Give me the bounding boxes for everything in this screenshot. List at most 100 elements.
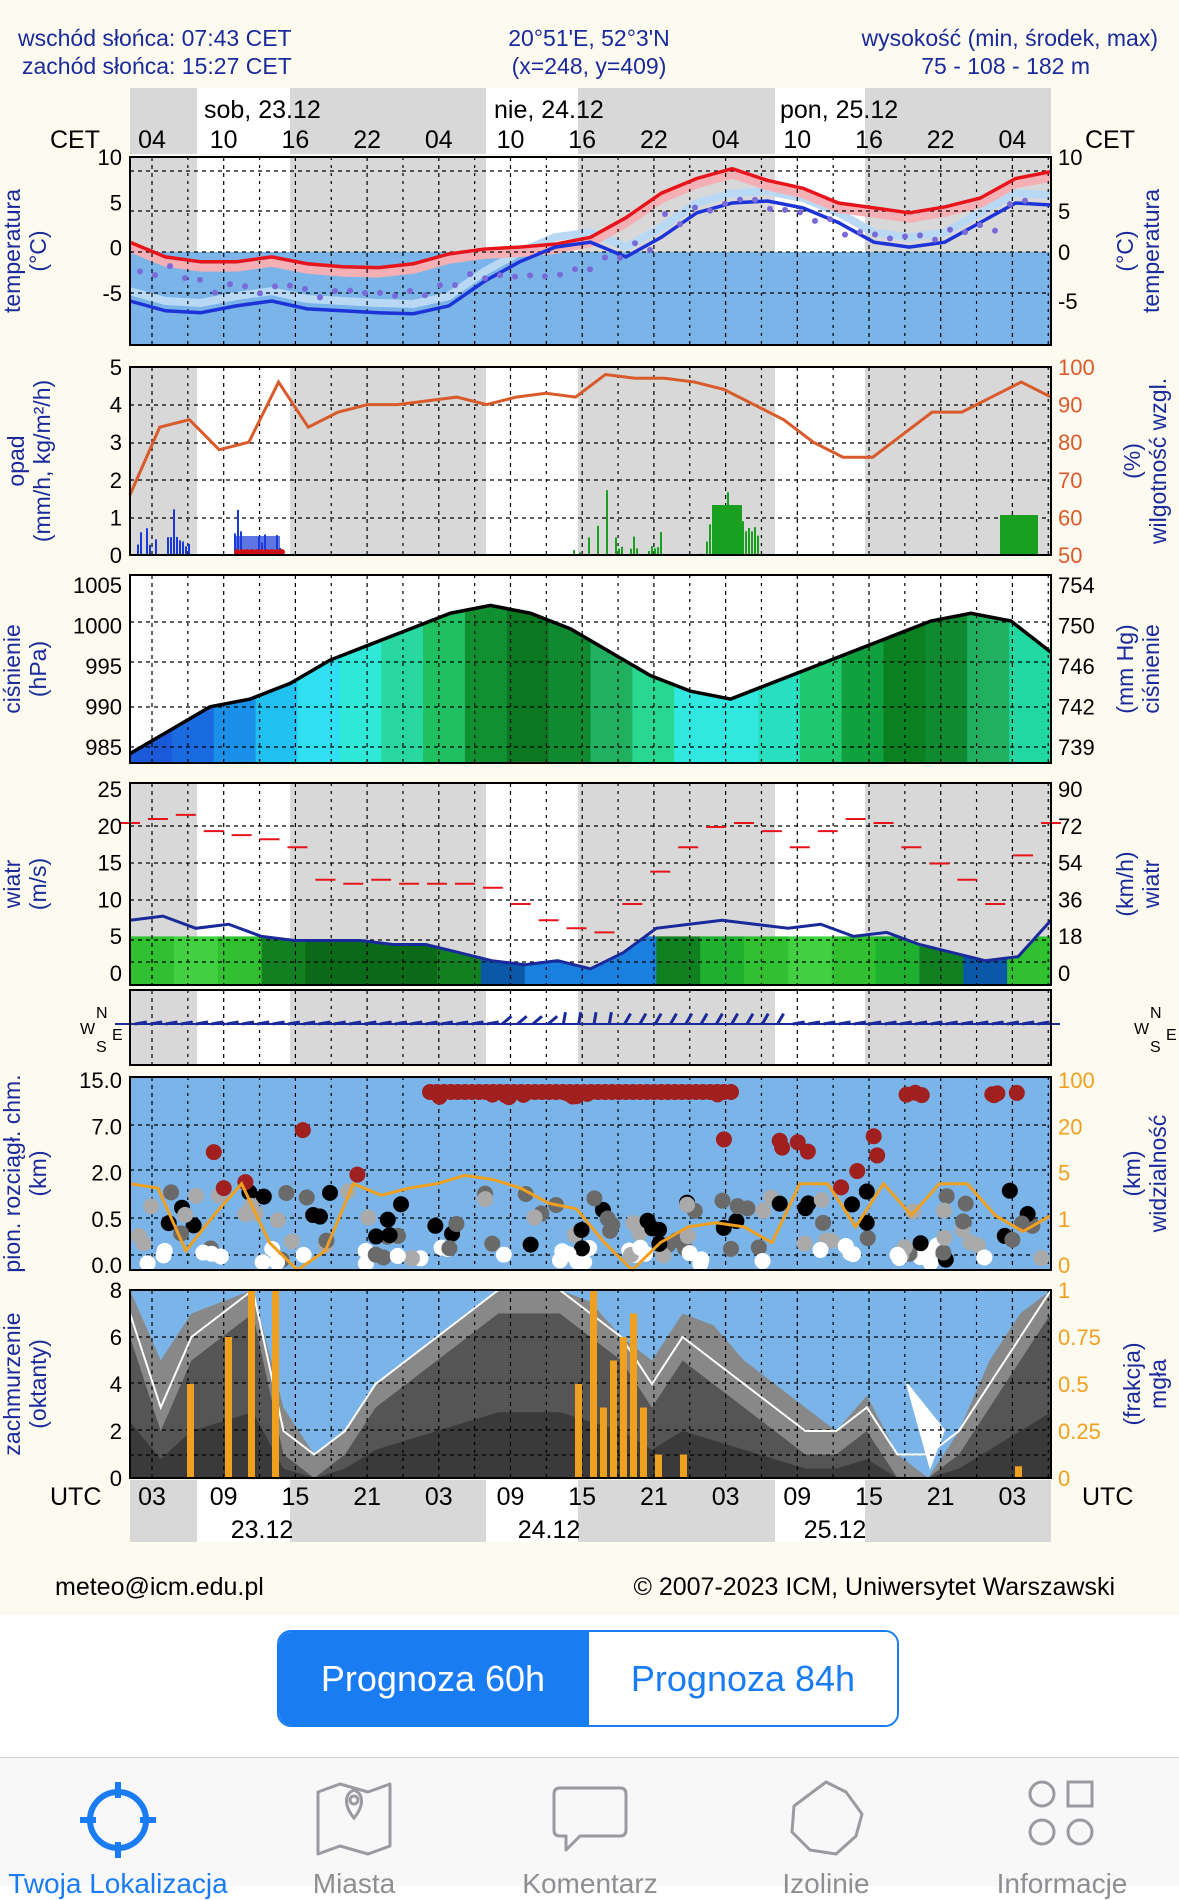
day-label: sob, 23.12 [204,96,321,124]
axis-tick-right: 80 [1058,430,1082,455]
axis-tick-right: 0 [1058,961,1070,986]
tab-isolines-label: Izolinie [782,1868,870,1899]
axis-tick-left: 2 [110,468,122,493]
tab-location[interactable]: Twoja Lokalizacja [0,1758,236,1899]
pressure-axis-label: ciśnienie [0,624,25,714]
cet-hour-tick: 22 [640,126,668,154]
axis-tick-right: 1 [1058,1207,1070,1232]
compass-letter: S [96,1039,107,1056]
axis-tick-right: 5 [1058,1161,1070,1186]
tab-bar: Twoja Lokalizacja Miasta Komentarz Izoli… [0,1757,1179,1899]
temp-axis-label-right: (°C) [1112,230,1138,271]
crosshair-icon [80,1782,156,1858]
compass-letter-right: N [1150,1005,1162,1022]
visibility-axis-label: (km) [1119,1151,1145,1197]
axis-tick-left: 5 [110,924,122,949]
precip-axis-label: (mm/h, kg/m²/h) [29,380,55,542]
coords-text: 20°51'E, 52°3'N [508,25,669,51]
copyright-text: © 2007-2023 ICM, Uniwersytet Warszawski [633,1573,1115,1601]
pressure-axis-label-right: ciśnienie [1138,624,1164,714]
axis-tick-right: 0 [1058,1466,1070,1491]
forecast-84h-button[interactable]: Prognoza 84h [587,1632,897,1725]
axis-tick-right: 20 [1058,1114,1082,1139]
tz-label-bottom: UTC [50,1483,101,1511]
axis-tick-right: 50 [1058,543,1082,568]
axis-tick-right: 0.75 [1058,1325,1101,1350]
axis-tick-right: 54 [1058,851,1082,876]
temp-axis-label: (°C) [25,230,51,271]
cet-hour-tick: 16 [855,126,883,154]
tab-info[interactable]: Informacje [944,1758,1179,1899]
compass-letter-right: E [1166,1027,1177,1044]
forecast-60h-button[interactable]: Prognoza 60h [279,1632,587,1725]
axis-tick-left: 25 [98,777,122,802]
tab-cities[interactable]: Miasta [236,1758,472,1899]
axis-tick-left: 4 [110,1372,122,1397]
tz-label-bottom-right: UTC [1082,1483,1133,1511]
axis-tick-left: 10 [98,145,122,170]
axis-tick-left: 3 [110,430,122,455]
axis-tick-left: 20 [98,814,122,839]
temp-tick-right: 5 [1058,199,1070,224]
utc-hour-tick: 15 [281,1483,309,1511]
tab-location-label: Twoja Lokalizacja [8,1868,228,1899]
wind-axis-label-right: (km/h) [1112,851,1138,916]
temp-tick-right: 0 [1058,240,1070,265]
axis-tick-right: 18 [1058,924,1082,949]
axis-tick-right: 0 [1058,1253,1070,1278]
utc-hour-tick: 21 [640,1483,668,1511]
tab-isolines[interactable]: Izolinie [708,1758,944,1899]
utc-date-label: 24.12 [518,1516,581,1544]
tab-info-label: Informacje [996,1868,1128,1899]
axis-tick-left: 5 [110,355,122,380]
pressure-axis-label: (hPa) [25,641,51,697]
cet-hour-tick: 10 [497,126,525,154]
axis-tick-left: 1005 [73,573,122,598]
speech-bubble-icon [552,1786,628,1852]
cet-hour-tick: 04 [712,126,740,154]
contact-email: meteo@icm.edu.pl [55,1573,264,1601]
utc-hour-tick: 03 [998,1483,1026,1511]
cet-hour-tick: 04 [138,126,166,154]
utc-hour-tick: 03 [712,1483,740,1511]
humidity-axis-label: wilgotność wzgl. [1145,378,1171,545]
axis-tick-left: 15.0 [79,1068,122,1093]
utc-hour-tick: 21 [927,1483,955,1511]
wind-axis-label-right: wiatr [1138,859,1164,909]
wind-axis-label: wiatr [0,859,25,909]
axis-tick-right: 100 [1058,1068,1095,1093]
day-label: pon, 25.12 [780,96,898,124]
axis-tick-right: 1 [1058,1278,1070,1303]
altitude-label: wysokość (min, środek, max) [860,25,1158,51]
cloudbase-axis-label: (km) [25,1151,51,1197]
axis-tick-right: 100 [1058,355,1095,380]
tab-comment[interactable]: Komentarz [472,1758,708,1899]
fog-axis-label: (frakcja) [1119,1342,1145,1425]
cet-hour-tick: 16 [281,126,309,154]
cloudcover-axis-label: zachmurzenie [0,1312,25,1455]
humidity-axis-label: (%) [1119,443,1145,479]
axis-tick-left: 0 [110,1466,122,1491]
tz-label-top: CET [50,126,100,154]
axis-tick-left: 1 [110,505,122,530]
forecast-segment-control[interactable]: Prognoza 60h Prognoza 84h [277,1630,899,1727]
compass-letter-right: S [1150,1039,1161,1056]
axis-tick-left: 4 [110,393,122,418]
axis-tick-left: 995 [85,654,122,679]
axis-tick-right: 90 [1058,393,1082,418]
axis-tick-right: 0.25 [1058,1419,1101,1444]
utc-date-label: 23.12 [231,1516,294,1544]
axis-tick-left: 0 [110,961,122,986]
utc-hour-tick: 03 [425,1483,453,1511]
axis-tick-left: 2 [110,1419,122,1444]
cet-hour-tick: 10 [783,126,811,154]
utc-hour-tick: 15 [568,1483,596,1511]
utc-hour-tick: 09 [210,1483,238,1511]
grid-icon [1028,1780,1094,1846]
tab-comment-label: Komentarz [522,1868,658,1899]
cet-hour-tick: 10 [210,126,238,154]
cloudcover-axis-label: (oktanty) [25,1339,51,1428]
axis-tick-right: 90 [1058,777,1082,802]
tz-label-top-right: CET [1085,126,1135,154]
